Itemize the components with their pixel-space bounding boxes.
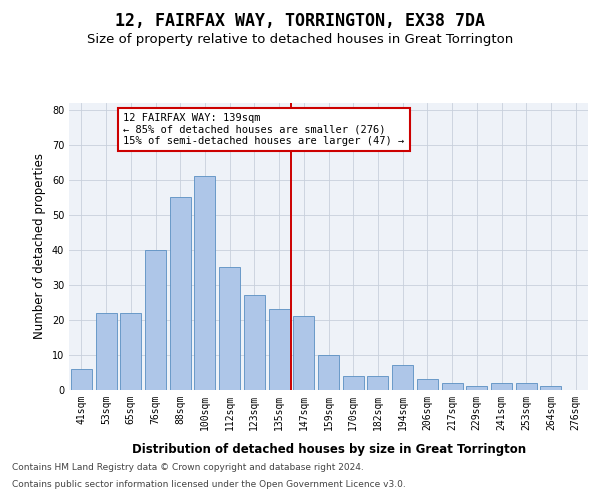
Bar xyxy=(145,250,166,390)
Bar xyxy=(120,313,141,390)
Bar xyxy=(491,383,512,390)
Bar xyxy=(442,383,463,390)
Bar xyxy=(244,296,265,390)
Bar xyxy=(194,176,215,390)
Text: Size of property relative to detached houses in Great Torrington: Size of property relative to detached ho… xyxy=(87,32,513,46)
Bar xyxy=(95,313,116,390)
Bar xyxy=(293,316,314,390)
Bar xyxy=(71,369,92,390)
Bar xyxy=(392,366,413,390)
Text: Distribution of detached houses by size in Great Torrington: Distribution of detached houses by size … xyxy=(132,442,526,456)
Text: Contains HM Land Registry data © Crown copyright and database right 2024.: Contains HM Land Registry data © Crown c… xyxy=(12,464,364,472)
Bar xyxy=(541,386,562,390)
Bar xyxy=(343,376,364,390)
Text: 12, FAIRFAX WAY, TORRINGTON, EX38 7DA: 12, FAIRFAX WAY, TORRINGTON, EX38 7DA xyxy=(115,12,485,30)
Text: Contains public sector information licensed under the Open Government Licence v3: Contains public sector information licen… xyxy=(12,480,406,489)
Bar xyxy=(466,386,487,390)
Bar xyxy=(367,376,388,390)
Y-axis label: Number of detached properties: Number of detached properties xyxy=(33,153,46,340)
Bar xyxy=(269,310,290,390)
Bar xyxy=(516,383,537,390)
Bar xyxy=(170,197,191,390)
Bar xyxy=(219,268,240,390)
Bar xyxy=(318,355,339,390)
Text: 12 FAIRFAX WAY: 139sqm
← 85% of detached houses are smaller (276)
15% of semi-de: 12 FAIRFAX WAY: 139sqm ← 85% of detached… xyxy=(124,113,404,146)
Bar xyxy=(417,380,438,390)
